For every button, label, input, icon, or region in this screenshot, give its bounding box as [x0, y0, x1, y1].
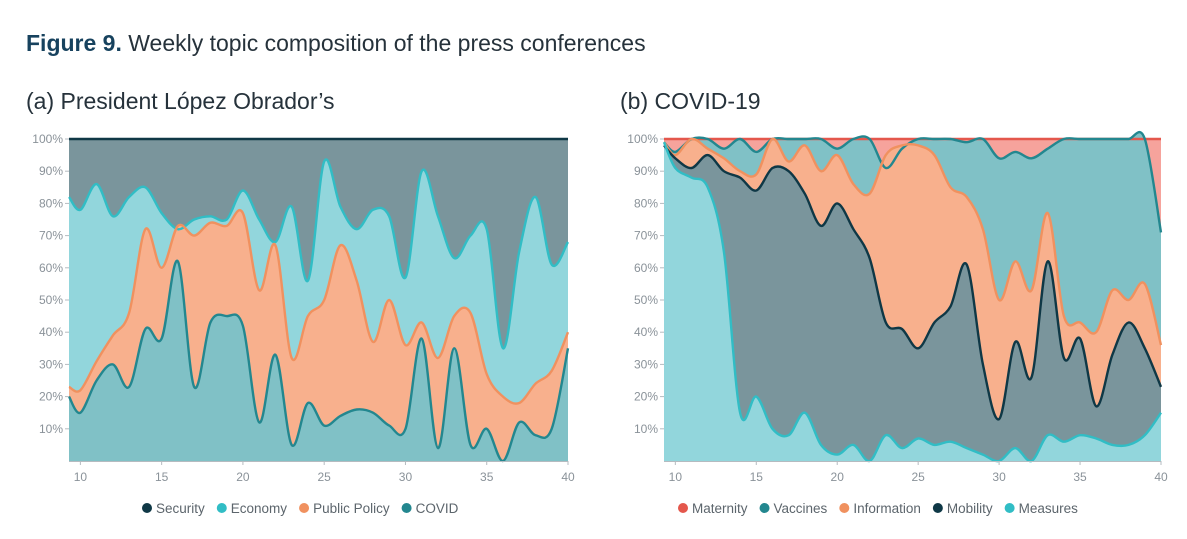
- y-tick-label: 50%: [634, 293, 658, 307]
- x-tick-label: 20: [831, 470, 845, 484]
- legend-swatch-security: [142, 503, 152, 513]
- x-tick-label: 15: [750, 470, 764, 484]
- y-tick-label: 50%: [39, 293, 63, 307]
- legend-label-economy: Economy: [231, 501, 288, 516]
- line-economy: [68, 158, 570, 350]
- figure-title: Figure 9. Weekly topic composition of th…: [26, 30, 646, 57]
- line-public-policy: [68, 209, 570, 405]
- line-information: [663, 137, 1163, 346]
- legend-swatch-covid: [401, 503, 412, 513]
- legend-label-mobility: Mobility: [947, 501, 993, 516]
- x-tick-label: 35: [1073, 470, 1087, 484]
- y-tick-label: 60%: [39, 261, 63, 275]
- legend-label-covid: COVID: [416, 501, 459, 516]
- y-tick-label: 30%: [634, 357, 658, 371]
- y-tick-label: 70%: [39, 229, 63, 243]
- y-tick-label: 10%: [634, 422, 658, 436]
- panel-b-title: (b) COVID-19: [620, 88, 761, 114]
- y-tick-label: 100%: [32, 132, 63, 146]
- y-tick-label: 100%: [627, 132, 658, 146]
- line-covid: [67, 260, 570, 463]
- y-tick-label: 80%: [39, 196, 63, 210]
- x-tick-label: 40: [561, 470, 575, 484]
- x-tick-label: 10: [669, 470, 683, 484]
- y-tick-label: 60%: [634, 261, 658, 275]
- x-tick-label: 10: [74, 470, 88, 484]
- area-covid: [69, 260, 568, 462]
- line-vaccines: [663, 130, 1163, 233]
- y-tick-label: 30%: [39, 357, 63, 371]
- y-tick-label: 20%: [39, 390, 63, 404]
- legend-swatch-maternity: [678, 503, 688, 513]
- legend-swatch-vaccines: [759, 503, 770, 513]
- y-tick-label: 40%: [39, 325, 63, 339]
- line-mobility: [663, 144, 1163, 421]
- x-tick-label: 40: [1154, 470, 1168, 484]
- legend-label-information: Information: [853, 501, 921, 516]
- y-tick-label: 70%: [634, 229, 658, 243]
- chart-a: 10% 20% 30% 40% 50% 60% 70% 80% 90% 100% 10 15 20 25 3…: [32, 132, 575, 516]
- x-tick-label: 30: [992, 470, 1006, 484]
- legend-swatch-mobility: [932, 503, 943, 513]
- y-tick-label: 40%: [634, 325, 658, 339]
- panel-a-title: (a) President López Obrador’s: [26, 88, 335, 114]
- legend: Maternity Vaccines Information Mobility Meas…: [678, 501, 1078, 516]
- legend-label-measures: Measures: [1019, 501, 1079, 516]
- legend-label-vaccines: Vaccines: [774, 501, 828, 516]
- area-mobility: [664, 145, 1161, 461]
- legend-swatch-public-policy: [299, 503, 310, 513]
- legend-label-public-policy: Public Policy: [313, 501, 390, 516]
- x-tick-label: 15: [155, 470, 169, 484]
- legend-swatch-economy: [216, 503, 227, 513]
- legend-swatch-measures: [1004, 503, 1015, 513]
- figure-caption: Weekly topic composition of the press co…: [121, 30, 646, 56]
- line-measures: [662, 141, 1162, 463]
- legend-label-security: Security: [156, 501, 205, 516]
- x-tick-label: 35: [480, 470, 494, 484]
- figure-label: Figure 9.: [26, 30, 122, 56]
- x-tick-label: 25: [911, 470, 925, 484]
- y-tick-label: 90%: [634, 164, 658, 178]
- x-tick-label: 25: [318, 470, 332, 484]
- x-tick-label: 20: [236, 470, 250, 484]
- x-tick-label: 30: [399, 470, 413, 484]
- area-measures: [664, 142, 1161, 462]
- y-tick-label: 80%: [634, 196, 658, 210]
- y-tick-label: 10%: [39, 422, 63, 436]
- y-tick-label: 90%: [39, 164, 63, 178]
- y-tick-label: 20%: [634, 390, 658, 404]
- legend-swatch-information: [839, 503, 850, 513]
- legend: Security Economy Public Policy COVID: [142, 501, 459, 516]
- legend-label-maternity: Maternity: [692, 501, 748, 516]
